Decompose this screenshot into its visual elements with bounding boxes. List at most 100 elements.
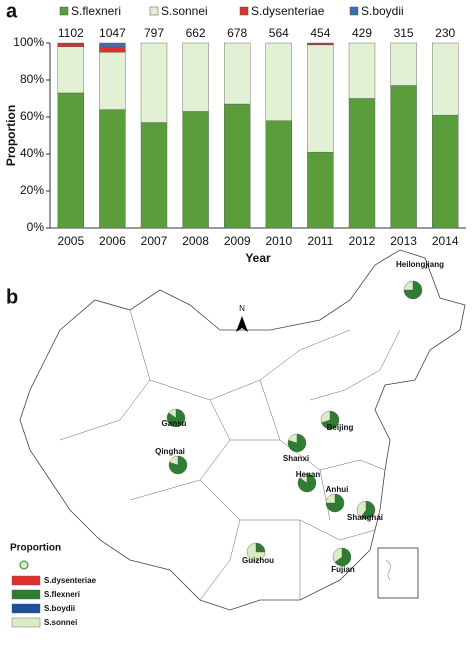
legend-swatch <box>11 575 41 586</box>
total-label: 454 <box>310 26 330 40</box>
x-tick-label: 2006 <box>99 234 126 248</box>
bar-segment <box>57 42 84 45</box>
legend-label: S.sonnei <box>161 4 208 18</box>
north-arrow <box>236 316 248 332</box>
pie-slice <box>169 455 179 466</box>
legend-swatch <box>59 6 69 16</box>
bar-segment <box>307 151 334 229</box>
bar-segment <box>223 42 251 105</box>
bar-segment <box>182 111 209 229</box>
north-label: N <box>239 304 245 313</box>
total-label: 1047 <box>99 26 126 40</box>
x-tick-label: 2013 <box>390 234 417 248</box>
bar-segment <box>265 42 292 121</box>
y-tick-label: 40% <box>20 146 44 160</box>
pie-slice <box>332 547 343 563</box>
pie-slice <box>325 493 345 513</box>
inset-islands <box>385 559 391 581</box>
x-tick-label: 2009 <box>224 234 251 248</box>
china-outline <box>19 249 466 611</box>
x-tick-label: 2011 <box>307 234 333 248</box>
panel-label: b <box>6 286 18 308</box>
x-tick-label: 2012 <box>349 234 376 248</box>
x-tick-label: 2008 <box>182 234 209 248</box>
pie-slice <box>356 500 367 518</box>
pie-slice <box>403 280 423 300</box>
pie-slice <box>246 542 266 562</box>
region-label: Beijing <box>327 423 354 432</box>
legend-swatch <box>239 6 249 16</box>
legend-label: S.boydii <box>44 604 75 613</box>
x-tick-label: 2010 <box>265 234 292 248</box>
inset-box <box>377 547 419 599</box>
region-label: Fujian <box>331 565 355 574</box>
pie-slice <box>168 408 177 419</box>
province-borders <box>59 309 401 601</box>
legend-swatch <box>11 617 41 628</box>
bar-segment <box>432 114 459 229</box>
legend-label: S.flexneri <box>71 4 121 18</box>
bar-segment <box>432 42 459 116</box>
bar-segment <box>140 122 168 229</box>
legend-swatch <box>349 6 359 16</box>
pie-slice <box>288 433 298 444</box>
region-label: Guizhou <box>242 556 274 565</box>
total-label: 797 <box>144 26 164 40</box>
y-tick-label: 100% <box>13 35 44 49</box>
legend-label: S.boydii <box>361 4 404 18</box>
x-tick-label: 2007 <box>141 234 168 248</box>
pie-slice <box>325 493 336 504</box>
y-tick-label: 60% <box>20 109 44 123</box>
bar-segment <box>265 120 292 229</box>
pie-slice <box>299 473 308 484</box>
y-tick-label: 80% <box>20 72 44 86</box>
total-label: 662 <box>186 26 206 40</box>
bar-segment <box>307 42 334 45</box>
bar-segment <box>307 44 334 153</box>
region-label: Qinghai <box>155 447 185 456</box>
bar-segment <box>99 52 126 110</box>
x-axis-title: Year <box>245 251 271 265</box>
region-label: Heilongjiang <box>396 260 444 269</box>
bar-segment <box>57 46 84 94</box>
region-label: Gansu <box>162 419 187 428</box>
total-label: 678 <box>227 26 247 40</box>
bar-segment <box>390 85 417 229</box>
bar-segment <box>390 42 417 86</box>
panel-label: a <box>6 0 18 22</box>
pie-slice <box>321 410 340 430</box>
bar-segment <box>99 109 126 229</box>
legend-title: Proportion <box>10 543 61 554</box>
region-label: Shanxi <box>283 454 309 463</box>
total-label: 1102 <box>58 26 84 40</box>
total-label: 315 <box>394 26 414 40</box>
legend-swatch <box>11 589 41 600</box>
bar-segment <box>223 103 251 229</box>
bar-segment <box>57 43 84 47</box>
legend-swatch <box>149 6 159 16</box>
y-axis-title: Proportion <box>4 105 18 166</box>
bar-segment <box>348 98 376 229</box>
bar-segment <box>348 42 376 99</box>
legend-label: S.flexneri <box>44 590 80 599</box>
total-label: 230 <box>435 26 455 40</box>
total-label: 564 <box>269 26 289 40</box>
pie-slice <box>403 280 414 291</box>
pie-slice <box>334 547 352 567</box>
bar-segment <box>57 92 84 229</box>
bar-segment <box>99 46 126 53</box>
y-tick-label: 0% <box>27 220 45 234</box>
legend-label: S.sonnei <box>44 618 77 627</box>
legend-swatch <box>11 603 41 614</box>
region-label: Henan <box>296 470 321 479</box>
pie-slice <box>320 410 331 424</box>
x-tick-label: 2014 <box>432 234 459 248</box>
x-tick-label: 2005 <box>57 234 84 248</box>
total-label: 429 <box>352 26 372 40</box>
bar-segment <box>182 42 209 112</box>
bar-segment <box>99 42 126 47</box>
legend-label: S.dysenteriae <box>251 4 325 18</box>
region-label: Anhui <box>326 485 349 494</box>
bar-segment <box>140 42 168 123</box>
